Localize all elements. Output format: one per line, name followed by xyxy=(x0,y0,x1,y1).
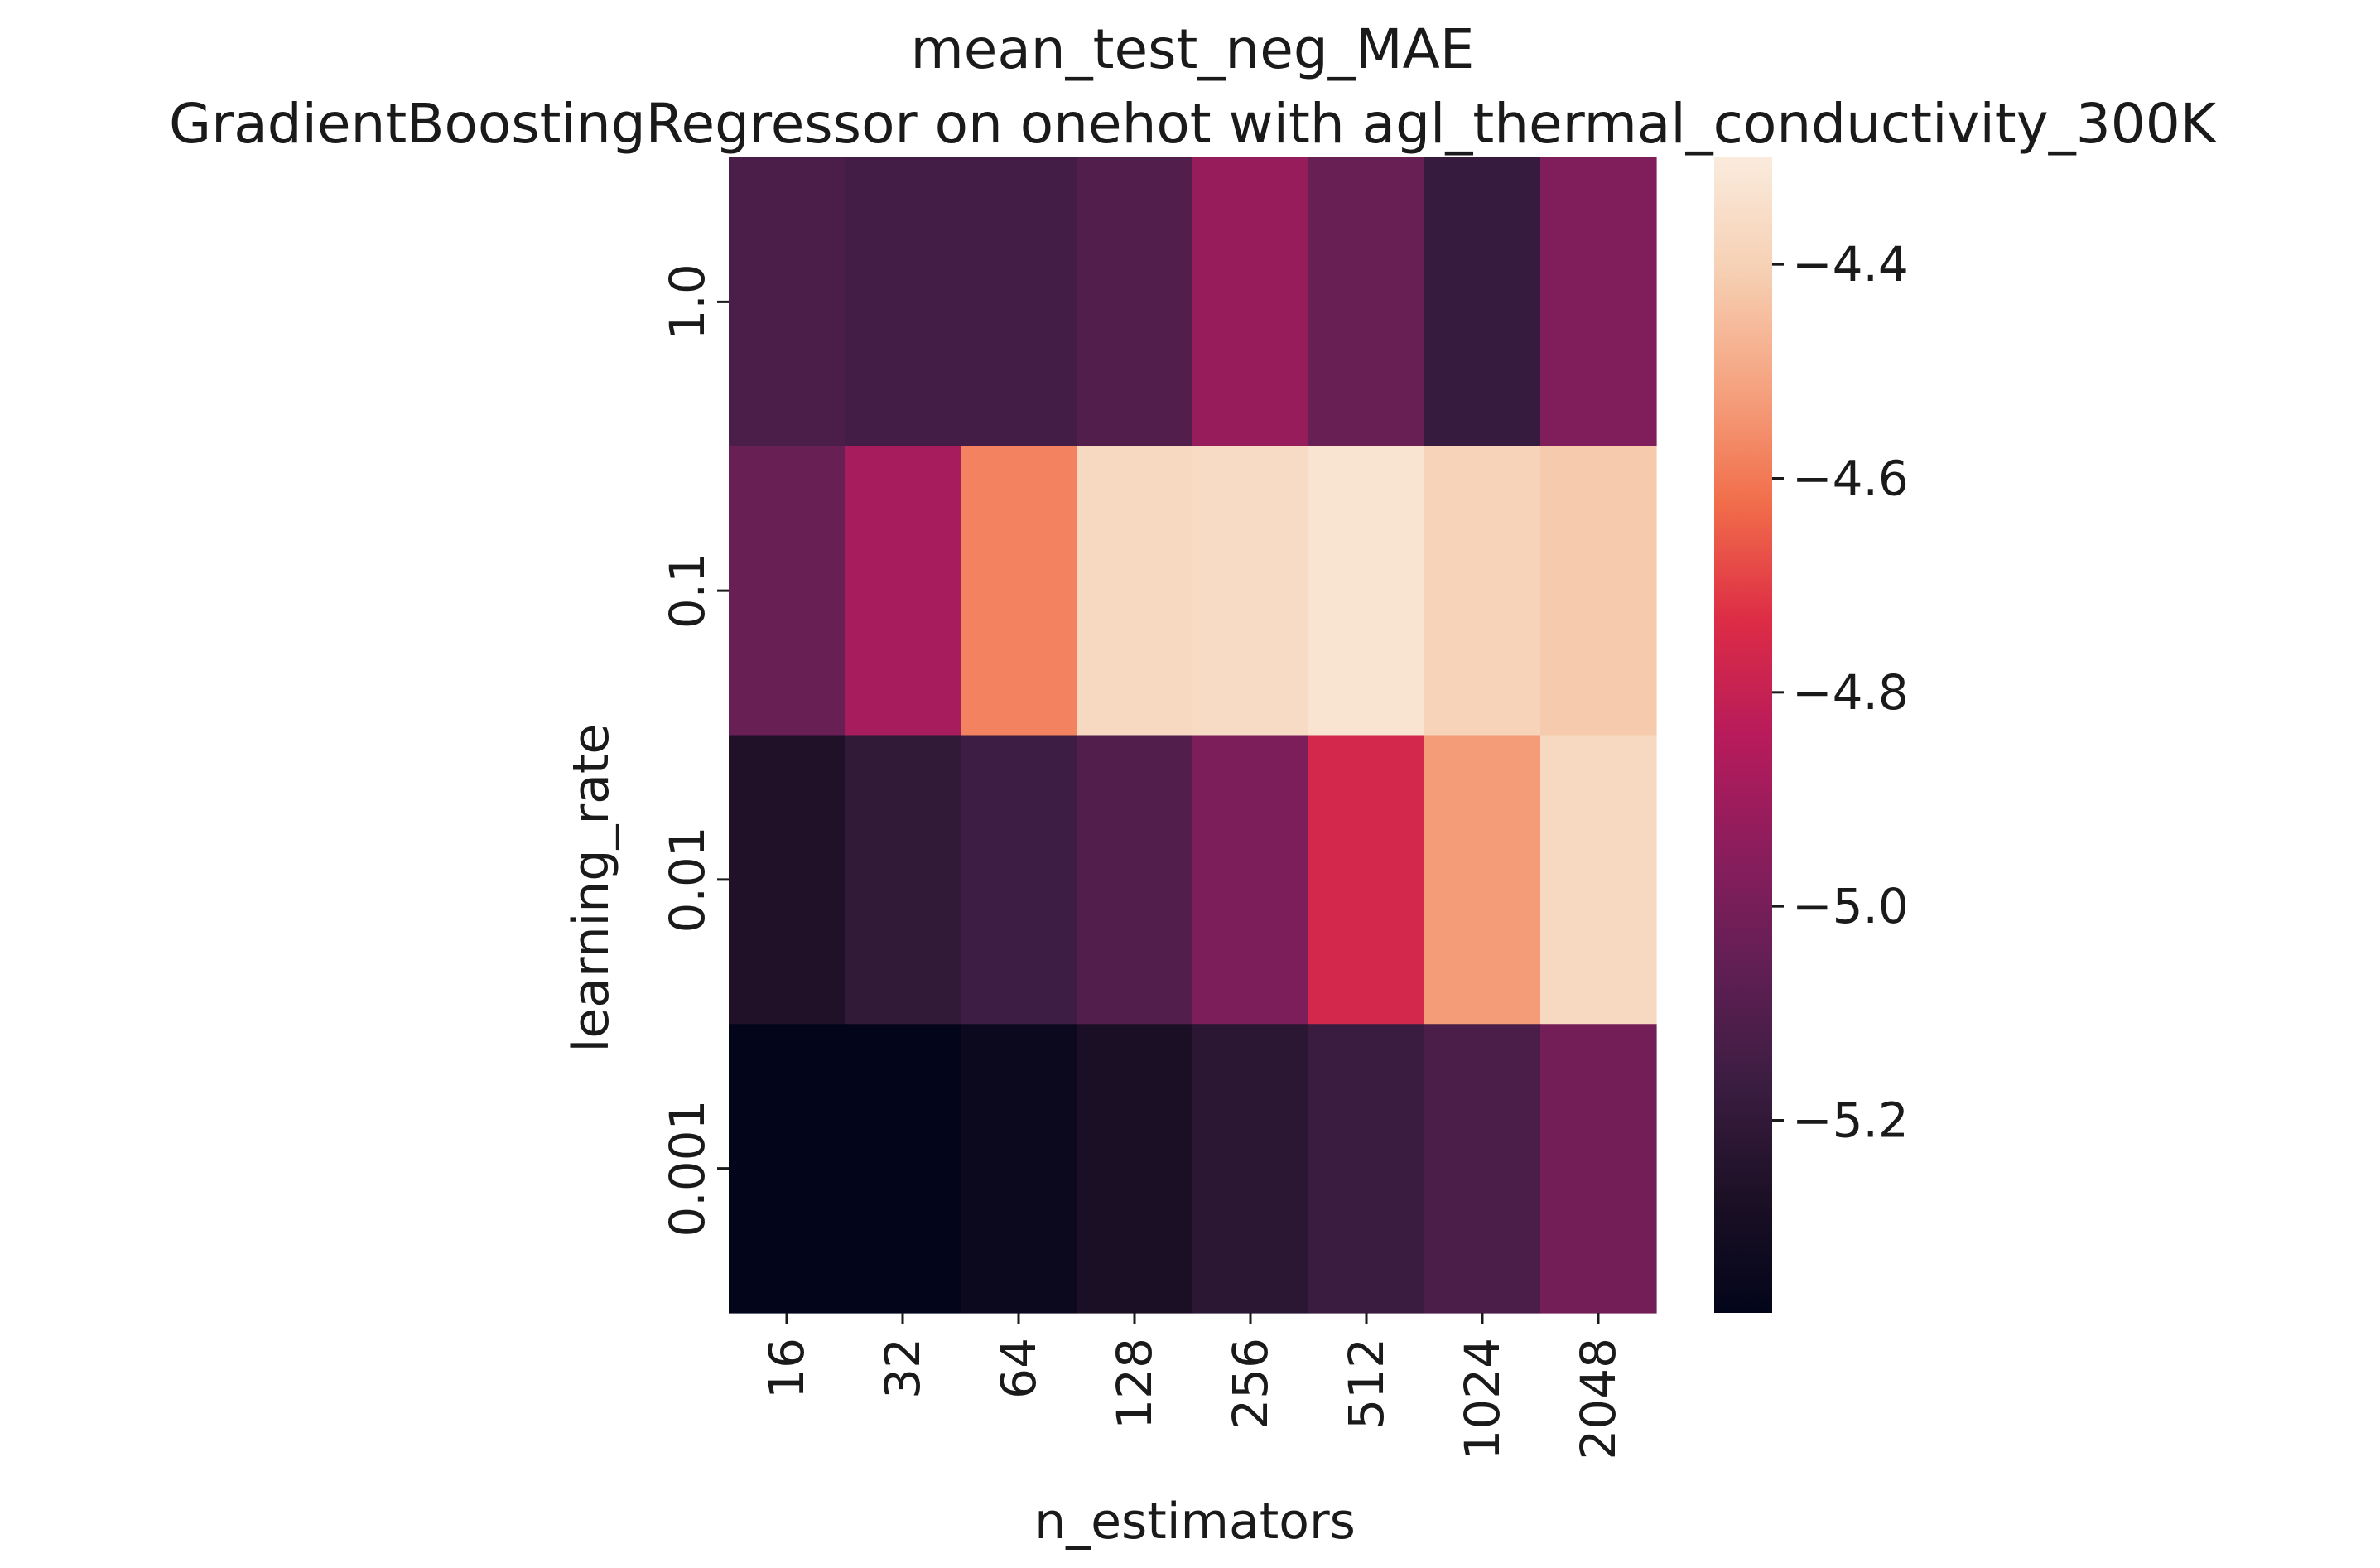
y-axis: 1.0 0.1 0.01 0.001 xyxy=(659,263,729,1238)
y-tick-label: 0.1 xyxy=(659,552,715,629)
x-tick-label: 256 xyxy=(1222,1338,1279,1430)
x-tick-label: 16 xyxy=(759,1338,815,1399)
heatmap-cell xyxy=(845,1024,961,1314)
heatmap-cell xyxy=(1540,157,1657,447)
heatmap-cell xyxy=(729,157,846,447)
heatmap-cell xyxy=(1308,157,1425,447)
heatmap-cell xyxy=(961,1024,1077,1314)
heatmap-cell xyxy=(1192,735,1309,1025)
heatmap-cell xyxy=(961,735,1077,1025)
chart-title: mean_test_neg_MAE xyxy=(910,17,1474,81)
y-tick-label: 0.001 xyxy=(659,1100,715,1238)
colorbar-tick-label: −4.8 xyxy=(1792,664,1909,721)
heatmap-cell xyxy=(729,446,846,736)
x-tick-label: 2048 xyxy=(1570,1338,1626,1460)
heatmap-cell xyxy=(1192,1024,1309,1314)
heatmap-cell xyxy=(1540,735,1657,1025)
heatmap-cell xyxy=(845,446,961,736)
x-tick-label: 32 xyxy=(874,1338,931,1399)
colorbar-tick-label: −4.6 xyxy=(1792,451,1909,507)
heatmap-cell xyxy=(1192,446,1309,736)
heatmap-cell xyxy=(1192,157,1309,447)
heatmap-cell xyxy=(1424,446,1541,736)
heatmap-cell xyxy=(1424,157,1541,447)
heatmap-cell xyxy=(1540,446,1657,736)
y-tick-label: 1.0 xyxy=(659,263,715,340)
y-tick-label: 0.01 xyxy=(659,826,715,933)
heatmap-cell xyxy=(729,1024,846,1314)
heatmap-cell xyxy=(961,446,1077,736)
colorbar xyxy=(1714,157,1772,1313)
heatmap-cell xyxy=(1424,735,1541,1025)
heatmap-cell xyxy=(1540,1024,1657,1314)
heatmap-cell xyxy=(1077,446,1193,736)
heatmap-cell xyxy=(1424,1024,1541,1314)
heatmap-cell xyxy=(1308,735,1425,1025)
heatmap-cell xyxy=(1077,1024,1193,1314)
heatmap-cell xyxy=(1077,157,1193,447)
x-axis: 16 32 64 128 256 512 1024 2048 xyxy=(759,1313,1626,1460)
heatmap-cell xyxy=(845,157,961,447)
y-axis-label: learning_rate xyxy=(562,724,620,1053)
heatmap-cell xyxy=(729,735,846,1025)
colorbar-axis: −4.4 −4.6 −4.8 −5.0 −5.2 xyxy=(1772,236,1909,1149)
heatmap-cell xyxy=(845,735,961,1025)
x-tick-label: 1024 xyxy=(1454,1338,1510,1460)
heatmap-cell xyxy=(1308,446,1425,736)
heatmap-cell xyxy=(1308,1024,1425,1314)
x-axis-label: n_estimators xyxy=(1034,1493,1356,1551)
colorbar-tick-label: −5.2 xyxy=(1792,1093,1909,1149)
heatmap-cells xyxy=(729,157,1657,1314)
colorbar-tick-label: −5.0 xyxy=(1792,878,1909,934)
chart-subtitle: GradientBoostingRegressor on onehot with… xyxy=(169,92,2218,156)
heatmap-cell xyxy=(1077,735,1193,1025)
colorbar-tick-label: −4.4 xyxy=(1792,236,1909,292)
x-tick-label: 128 xyxy=(1106,1338,1163,1430)
heatmap-cell xyxy=(961,157,1077,447)
x-tick-label: 512 xyxy=(1338,1338,1395,1430)
x-tick-label: 64 xyxy=(990,1338,1047,1399)
